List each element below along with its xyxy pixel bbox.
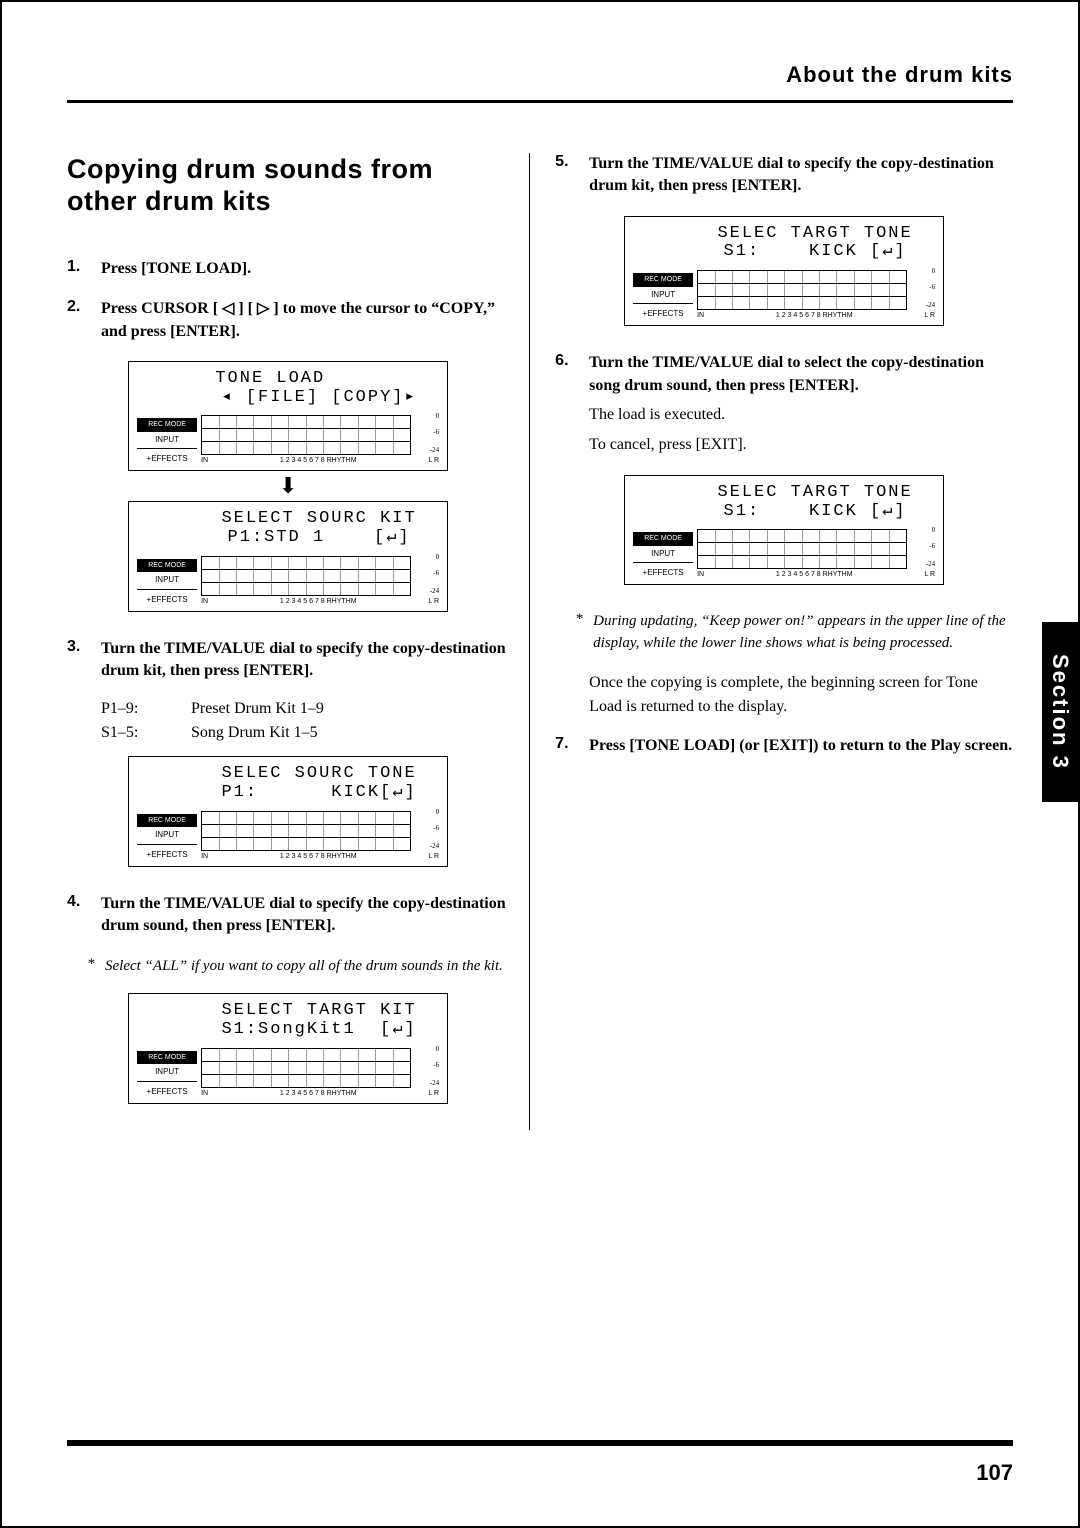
effects-label: +EFFECTS	[137, 453, 197, 464]
step-2: 2. Press CURSOR [ ◁ ] [ ▷ ] to move the …	[67, 298, 509, 343]
lcd-figure-1: TONE LOAD ◂ [FILE] [COPY]▸ REC MODE INPU…	[128, 361, 448, 612]
recmode-label: REC MODE	[137, 418, 197, 432]
step-number: 2.	[67, 298, 101, 343]
lcd-screen: SELEC SOURC TONE P1: KICK[↵]	[199, 763, 439, 808]
scale-6: -6	[433, 429, 439, 436]
body-paragraph: Once the copying is complete, the beginn…	[589, 671, 1013, 719]
step2-prefix: Press CURSOR [	[101, 300, 222, 317]
meter-area: 0 -6 -24 IN1 2 3 4 5 6 7 8 RHYTHML R	[197, 415, 439, 464]
step-number: 7.	[555, 735, 589, 757]
step-number: 3.	[67, 638, 101, 683]
lcd-side-labels: REC MODE INPUT +EFFECTS	[137, 418, 197, 464]
desc-val: Preset Drum Kit 1–9	[191, 700, 509, 718]
scale-24: -24	[430, 447, 439, 454]
step-text: Press CURSOR [ ◁ ] [ ▷ ] to move the cur…	[101, 298, 509, 343]
step-text: Press [TONE LOAD].	[101, 258, 509, 280]
step-number: 4.	[67, 893, 101, 938]
step-3: 3. Turn the TIME/VALUE dial to specify t…	[67, 638, 509, 683]
step-1: 1. Press [TONE LOAD].	[67, 258, 509, 280]
lcd-screen: SELEC TARGT TONE S1: KICK [↵]	[695, 482, 935, 527]
footnote: * Select “ALL” if you want to copy all o…	[87, 956, 509, 978]
note-text: Select “ALL” if you want to copy all of …	[105, 956, 503, 978]
section-tab: Section 3	[1042, 622, 1078, 802]
lcd-screen: SELECT TARGT KIT S1:SongKit1 [↵]	[199, 1000, 439, 1045]
desc-row: P1–9: Preset Drum Kit 1–9	[101, 700, 509, 718]
step-text: Turn the TIME/VALUE dial to specify the …	[101, 893, 509, 938]
step-text: Turn the TIME/VALUE dial to select the c…	[589, 352, 1013, 397]
lcd-screen: TONE LOAD ◂ [FILE] [COPY]▸	[199, 368, 439, 413]
lcd-figure-4: SELECT TARGT KIT S1:SongKit1 [↵] REC MOD…	[128, 993, 448, 1103]
input-label: INPUT	[137, 434, 197, 449]
chapter-title: About the drum kits	[67, 62, 1013, 103]
step2-mid: ] [	[234, 300, 257, 317]
meter-grid	[201, 415, 411, 455]
footnote: * During updating, “Keep power on!” appe…	[575, 611, 1013, 655]
step-number: 6.	[555, 352, 589, 457]
lcd-box: SELECT SOURC KIT P1:STD 1 [↵] REC MODE I…	[128, 501, 448, 611]
desc-key: P1–9:	[101, 700, 191, 718]
section-heading: Copying drum sounds from other drum kits	[67, 153, 509, 218]
meter-bottom-labels: IN1 2 3 4 5 6 7 8 RHYTHML R	[201, 457, 439, 464]
arrow-down-icon: ⬇	[128, 475, 448, 497]
step-text: Press [TONE LOAD] (or [EXIT]) to return …	[589, 735, 1013, 757]
desc-val: Song Drum Kit 1–5	[191, 724, 509, 742]
step-number: 1.	[67, 258, 101, 280]
step-5: 5. Turn the TIME/VALUE dial to specify t…	[555, 153, 1013, 198]
step-text: Turn the TIME/VALUE dial to specify the …	[589, 153, 1013, 198]
right-column: 5. Turn the TIME/VALUE dial to specify t…	[550, 153, 1013, 1130]
note-text: During updating, “Keep power on!” appear…	[593, 611, 1013, 655]
step-4: 4. Turn the TIME/VALUE dial to specify t…	[67, 893, 509, 938]
desc-row: S1–5: Song Drum Kit 1–5	[101, 724, 509, 742]
lcd-figure-6: SELEC TARGT TONE S1: KICK [↵] REC MODE I…	[624, 475, 944, 585]
lcd-screen: SELEC TARGT TONE S1: KICK [↵]	[695, 223, 935, 268]
meter-area: 0 -6 -24 IN1 2 3 4 5 6 7 8 RHYTHML R	[197, 556, 439, 605]
scale-0: 0	[436, 413, 440, 420]
asterisk-icon: *	[87, 956, 105, 978]
asterisk-icon: *	[575, 611, 593, 655]
left-column: Copying drum sounds from other drum kits…	[67, 153, 530, 1130]
sub-text: The load is executed.	[589, 403, 1013, 427]
step-7: 7. Press [TONE LOAD] (or [EXIT]) to retu…	[555, 735, 1013, 757]
lcd-figure-5: SELEC TARGT TONE S1: KICK [↵] REC MODE I…	[624, 216, 944, 326]
footer-rule	[67, 1440, 1013, 1446]
cursor-left-icon: ◁	[222, 300, 234, 317]
cursor-right-icon: ▷	[257, 300, 269, 317]
lcd-figure-3: SELEC SOURC TONE P1: KICK[↵] REC MODE IN…	[128, 756, 448, 866]
step-number: 5.	[555, 153, 589, 198]
step-6: 6. Turn the TIME/VALUE dial to select th…	[555, 352, 1013, 457]
lcd-side-labels: REC MODE INPUT +EFFECTS	[137, 559, 197, 605]
page-number: 107	[976, 1460, 1013, 1486]
lcd-box: TONE LOAD ◂ [FILE] [COPY]▸ REC MODE INPU…	[128, 361, 448, 471]
step-text: Turn the TIME/VALUE dial to specify the …	[101, 638, 509, 683]
lcd-screen: SELECT SOURC KIT P1:STD 1 [↵]	[199, 508, 439, 553]
manual-page: About the drum kits Copying drum sounds …	[0, 0, 1080, 1528]
content-columns: Copying drum sounds from other drum kits…	[67, 153, 1013, 1130]
desc-key: S1–5:	[101, 724, 191, 742]
sub-text: To cancel, press [EXIT].	[589, 433, 1013, 457]
